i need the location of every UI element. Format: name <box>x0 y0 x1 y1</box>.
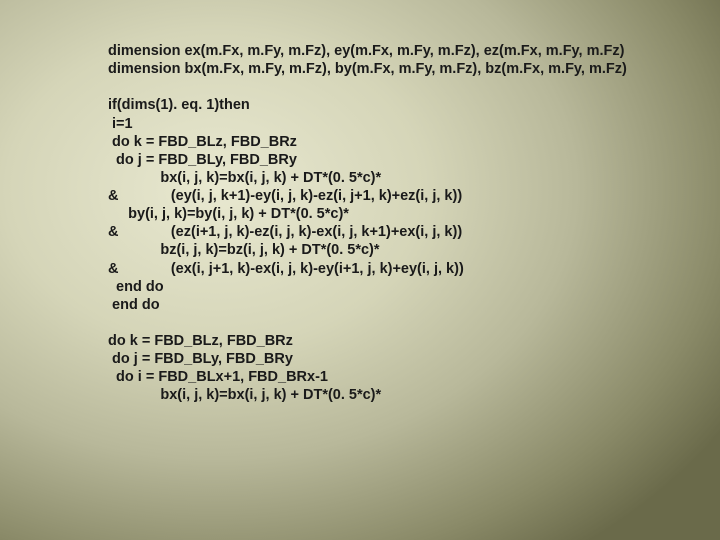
code-line <box>108 78 627 96</box>
code-line: dimension ex(m.Fx, m.Fy, m.Fz), ey(m.Fx,… <box>108 42 627 60</box>
code-line: bx(i, j, k)=bx(i, j, k) + DT*(0. 5*c)* <box>108 386 627 404</box>
code-line: do j = FBD_BLy, FBD_BRy <box>108 350 627 368</box>
code-line <box>108 314 627 332</box>
code-block: dimension ex(m.Fx, m.Fy, m.Fz), ey(m.Fx,… <box>108 42 627 405</box>
code-line: i=1 <box>108 115 627 133</box>
code-line: bz(i, j, k)=bz(i, j, k) + DT*(0. 5*c)* <box>108 241 627 259</box>
code-line: & (ex(i, j+1, k)-ex(i, j, k)-ey(i+1, j, … <box>108 260 627 278</box>
code-line: & (ez(i+1, j, k)-ez(i, j, k)-ex(i, j, k+… <box>108 223 627 241</box>
code-line: end do <box>108 278 627 296</box>
code-line: bx(i, j, k)=bx(i, j, k) + DT*(0. 5*c)* <box>108 169 627 187</box>
code-line: if(dims(1). eq. 1)then <box>108 96 627 114</box>
code-line: do k = FBD_BLz, FBD_BRz <box>108 332 627 350</box>
code-line: dimension bx(m.Fx, m.Fy, m.Fz), by(m.Fx,… <box>108 60 627 78</box>
code-line: do i = FBD_BLx+1, FBD_BRx-1 <box>108 368 627 386</box>
code-line: by(i, j, k)=by(i, j, k) + DT*(0. 5*c)* <box>108 205 627 223</box>
code-line: do k = FBD_BLz, FBD_BRz <box>108 133 627 151</box>
code-line: & (ey(i, j, k+1)-ey(i, j, k)-ez(i, j+1, … <box>108 187 627 205</box>
code-line: end do <box>108 296 627 314</box>
code-line: do j = FBD_BLy, FBD_BRy <box>108 151 627 169</box>
